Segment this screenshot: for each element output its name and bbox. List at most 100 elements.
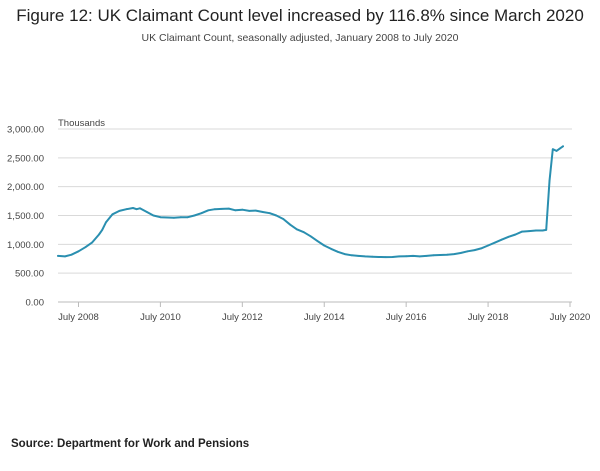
data-point <box>166 216 169 219</box>
data-point <box>84 246 87 249</box>
data-point <box>98 233 100 236</box>
grid-lines <box>58 128 572 303</box>
data-point <box>545 229 548 231</box>
data-point <box>159 216 162 219</box>
x-tick-label: July 2008 <box>58 312 99 323</box>
y-tick-label: 2,000.00 <box>7 182 44 193</box>
data-point <box>234 209 237 212</box>
data-point <box>494 241 496 244</box>
data-point <box>514 233 517 236</box>
data-point <box>439 254 442 256</box>
y-tick-label: 500.00 <box>15 269 44 280</box>
data-point <box>555 150 558 152</box>
y-tick-label: 3,000.00 <box>7 125 44 136</box>
chart-subtitle: UK Claimant Count, seasonally adjusted, … <box>141 32 459 44</box>
data-point <box>248 210 251 212</box>
y-tick-label: 0.00 <box>26 298 45 309</box>
data-point <box>343 253 346 256</box>
data-point <box>364 255 367 258</box>
data-point <box>330 248 333 250</box>
data-point <box>507 235 510 238</box>
x-tick-label: July 2016 <box>386 312 427 323</box>
data-point <box>384 256 387 258</box>
data-point <box>412 255 414 257</box>
data-point <box>64 255 66 258</box>
data-point <box>77 250 80 253</box>
source-note: Source: Department for Work and Pensions <box>11 438 250 450</box>
data-point <box>275 214 278 217</box>
x-tick-label: July 2010 <box>140 312 181 323</box>
data-point <box>101 229 104 231</box>
data-point <box>214 208 216 211</box>
data-point <box>446 253 448 256</box>
data-point <box>139 207 141 210</box>
data-point <box>186 216 189 219</box>
data-point <box>220 208 223 210</box>
data-point <box>295 228 298 231</box>
data-point <box>207 209 210 212</box>
data-point <box>459 252 462 254</box>
data-point <box>418 255 421 258</box>
series-layer <box>57 145 564 259</box>
data-point <box>405 255 408 258</box>
data-point <box>371 255 374 258</box>
data-point <box>521 230 523 233</box>
y-axis: 0.00 500.00 1,000.00 1,500.00 2,000.00 2,500.… <box>7 125 44 309</box>
series-line-claimant-count <box>57 145 564 259</box>
data-point <box>200 212 203 215</box>
data-point <box>432 254 435 257</box>
data-point <box>473 249 476 252</box>
x-tick-label: July 2012 <box>222 312 263 323</box>
data-point <box>57 255 59 257</box>
data-point <box>487 244 489 247</box>
data-point <box>377 256 380 258</box>
data-point <box>357 255 360 257</box>
data-point <box>111 213 114 216</box>
data-point <box>180 216 182 219</box>
data-point <box>541 229 544 232</box>
data-point <box>425 255 428 257</box>
data-point <box>254 209 257 212</box>
data-point <box>528 230 530 233</box>
x-tick-label: July 2020 <box>550 312 591 323</box>
data-point <box>500 238 503 241</box>
data-point <box>241 208 244 211</box>
data-point <box>91 241 93 244</box>
data-point <box>336 250 339 253</box>
data-point <box>268 212 271 215</box>
data-point <box>548 180 551 182</box>
data-point <box>453 253 455 256</box>
data-point <box>261 211 264 213</box>
y-tick-label: 1,500.00 <box>7 211 44 222</box>
data-point <box>289 223 292 226</box>
data-point <box>558 147 561 150</box>
data-point <box>193 214 196 217</box>
data-point <box>480 247 482 250</box>
data-point <box>173 216 175 219</box>
data-point <box>302 231 305 234</box>
y-axis-unit-label: Thousands <box>58 118 105 129</box>
data-point <box>551 148 554 151</box>
x-tick-label: July 2018 <box>468 312 509 323</box>
data-point <box>562 145 564 148</box>
data-point <box>146 211 148 213</box>
y-tick-label: 2,500.00 <box>7 153 44 164</box>
data-point <box>350 254 353 257</box>
data-point <box>135 208 138 211</box>
data-point <box>535 229 537 232</box>
data-point <box>125 208 128 211</box>
x-axis: July 2008 July 2010 July 2012 July 2014 July… <box>58 302 590 323</box>
data-point <box>398 255 401 258</box>
x-tick-label: July 2014 <box>304 312 345 323</box>
data-point <box>316 240 319 242</box>
data-point <box>391 256 394 258</box>
data-point <box>282 218 285 220</box>
data-point <box>152 214 155 217</box>
chart-title: Figure 12: UK Claimant Count level incre… <box>16 6 584 25</box>
data-point <box>309 235 312 238</box>
data-point <box>118 210 121 212</box>
data-point <box>132 207 134 209</box>
data-point <box>70 253 73 256</box>
data-point <box>466 250 469 253</box>
